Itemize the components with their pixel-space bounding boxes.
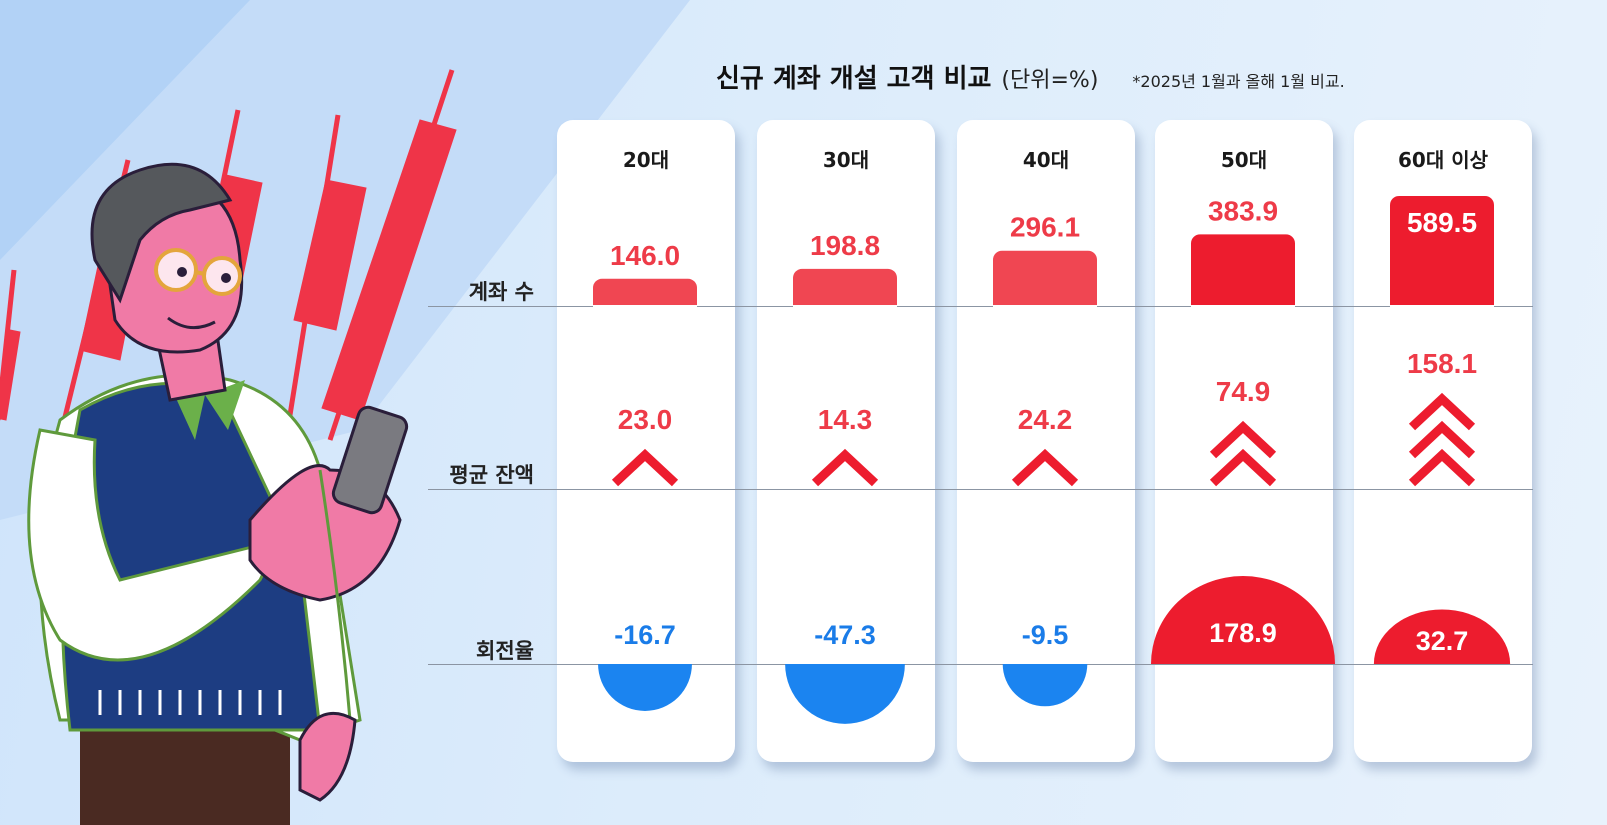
- category-label: 30대: [822, 148, 870, 172]
- balance-chevron: [1408, 448, 1476, 487]
- turnover-value-label: -47.3: [814, 620, 876, 650]
- turnover-value-label: -16.7: [614, 620, 676, 650]
- card-40s: 40대: [957, 120, 1135, 762]
- balance-chevron: [1408, 420, 1476, 459]
- account-bar-base: [593, 305, 697, 315]
- turnover-semicircle: [785, 664, 905, 724]
- balance-value-label: 24.2: [1018, 404, 1073, 435]
- row-divider-turnover: [428, 664, 1533, 665]
- balance-chevron: [811, 448, 879, 487]
- account-bar-base: [1191, 305, 1295, 315]
- balance-value-label: 14.3: [818, 404, 873, 435]
- balance-chevron: [1209, 420, 1277, 459]
- row-divider-balance: [428, 489, 1533, 490]
- account-bar: [993, 250, 1097, 314]
- account-bar: [1390, 196, 1494, 314]
- turnover-semicircle: [598, 664, 692, 711]
- row-label-balance: 평균 잔액: [449, 463, 534, 487]
- turnover-semicircle: [1151, 576, 1335, 664]
- account-bar-base: [793, 305, 897, 315]
- balance-chevron: [1408, 392, 1476, 431]
- account-bar: [793, 268, 897, 314]
- balance-chevron: [1209, 448, 1277, 487]
- man-holding-smartphone-illustration: [27, 162, 409, 825]
- row-label-turnover: 회전율: [476, 639, 534, 663]
- balance-value-label: 23.0: [618, 404, 673, 435]
- chart-unit: (단위=%): [1001, 68, 1099, 93]
- balance-value-label: 74.9: [1216, 376, 1271, 407]
- category-label: 50대: [1220, 148, 1268, 172]
- row-divider-accounts: [428, 306, 1533, 307]
- turnover-semicircle: [1373, 609, 1511, 664]
- row-label-accounts: 계좌 수: [468, 280, 534, 304]
- category-label: 40대: [1022, 148, 1070, 172]
- background-corner: [0, 0, 250, 260]
- category-label: 20대: [622, 148, 670, 172]
- account-value-label: 383.9: [1208, 195, 1278, 226]
- turnover-value-label: 32.7: [1416, 626, 1469, 656]
- balance-chevron: [611, 448, 679, 487]
- category-label: 60대 이상: [1398, 148, 1488, 172]
- account-bar-base: [1390, 305, 1494, 315]
- card-20s: 20대: [557, 120, 735, 762]
- turnover-semicircle: [1002, 664, 1088, 707]
- chart-note: *2025년 1월과 올해 1월 비교.: [1132, 72, 1345, 91]
- smartphone-icon: [331, 405, 409, 515]
- account-value-label: 296.1: [1010, 212, 1080, 243]
- account-value-label: 146.0: [610, 240, 680, 271]
- account-bar-base: [993, 305, 1097, 315]
- card-30s: 30대: [757, 120, 935, 762]
- turnover-value-label: 178.9: [1209, 618, 1277, 648]
- balance-value-label: 158.1: [1407, 348, 1477, 379]
- turnover-value-label: -9.5: [1022, 620, 1069, 650]
- chart-title: 신규 계좌 개설 고객 비교: [716, 64, 992, 94]
- chart-title-row: 신규 계좌 개설 고객 비교 (단위=%) *2025년 1월과 올해 1월 비…: [716, 58, 1345, 98]
- account-value-label: 198.8: [810, 230, 880, 261]
- account-value-label: 589.5: [1407, 207, 1477, 238]
- account-bar: [1191, 234, 1295, 314]
- balance-chevron: [1011, 448, 1079, 487]
